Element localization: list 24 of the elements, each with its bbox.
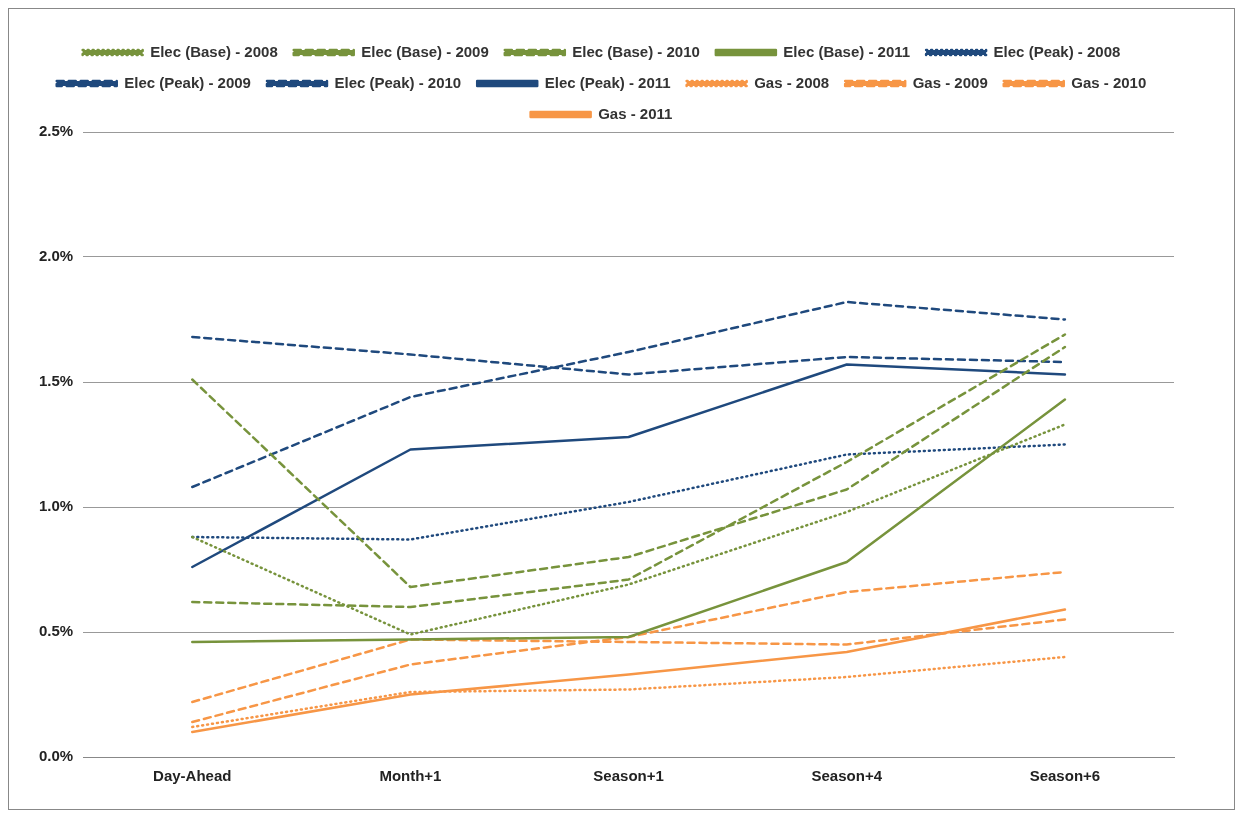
legend-label: Gas - 2008 <box>754 73 830 91</box>
legend-label: Elec (Base) - 2009 <box>361 42 489 60</box>
legend-label: Elec (Base) - 2008 <box>150 42 278 60</box>
legend-label: Elec (Peak) - 2010 <box>334 73 462 91</box>
x-tick-label: Season+6 <box>1029 767 1101 785</box>
legend-label: Gas - 2009 <box>912 73 988 91</box>
legend-label: Elec (Peak) - 2011 <box>544 73 671 91</box>
legend-label: Elec (Base) - 2011 <box>783 42 911 60</box>
x-tick-label: Season+4 <box>811 767 883 785</box>
y-tick-label: 2.0% <box>38 247 74 265</box>
legend-label: Elec (Peak) - 2008 <box>993 42 1121 60</box>
y-tick-label: 1.0% <box>38 497 74 515</box>
y-tick-label: 1.5% <box>38 372 74 390</box>
legend-label: Elec (Peak) - 2009 <box>124 73 251 91</box>
legend-label: Elec (Base) - 2010 <box>572 42 700 60</box>
x-tick-label: Season+1 <box>593 767 664 785</box>
y-tick-label: 0.5% <box>38 622 74 640</box>
y-tick-label: 2.5% <box>38 122 74 140</box>
legend-label: Gas - 2010 <box>1071 73 1147 91</box>
y-tick-label: 0.0% <box>38 747 74 765</box>
legend-label: Gas - 2011 <box>598 104 673 122</box>
x-tick-label: Month+1 <box>379 767 442 785</box>
x-tick-label: Day-Ahead <box>153 767 232 785</box>
line-series <box>191 300 1067 489</box>
